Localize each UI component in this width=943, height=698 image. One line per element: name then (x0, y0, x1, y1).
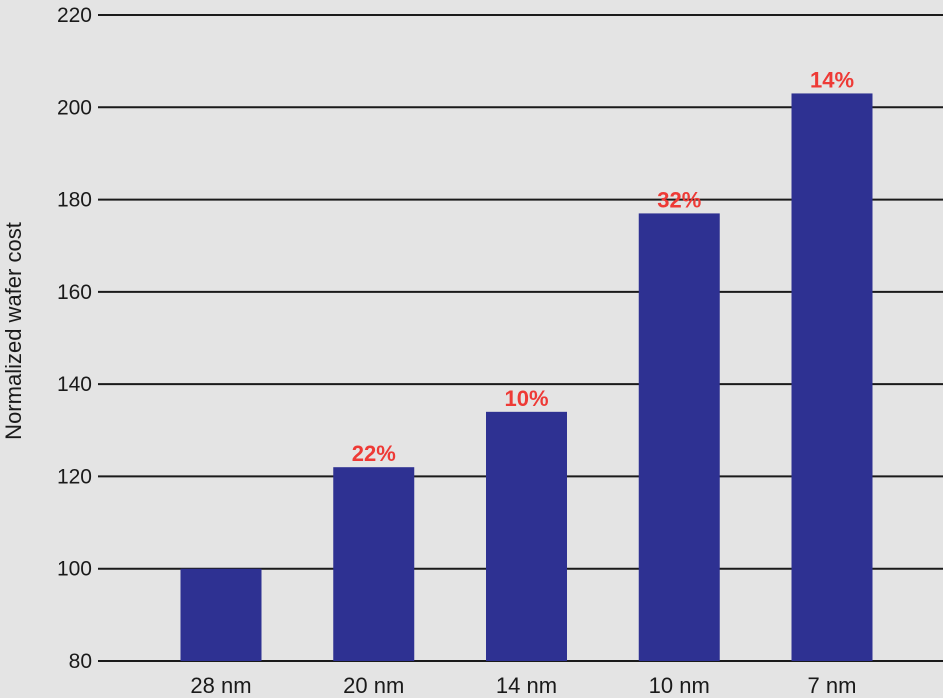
x-category-label: 7 nm (808, 673, 857, 698)
bar (180, 568, 262, 661)
bar (333, 467, 415, 661)
bar (486, 411, 567, 661)
bar-percent-label: 32% (657, 187, 701, 212)
y-tick-label: 220 (57, 4, 92, 27)
bars (180, 93, 873, 661)
x-category-label: 28 nm (190, 673, 251, 698)
bar-annotations: 22% 10% 32% 14% (352, 67, 854, 466)
bar-percent-label: 22% (352, 441, 396, 466)
bar (791, 93, 873, 661)
bar-percent-label: 10% (504, 386, 548, 411)
y-tick-label: 80 (69, 650, 92, 673)
y-tick-label: 180 (57, 189, 92, 212)
x-category-label: 20 nm (343, 673, 404, 698)
y-tick-label: 140 (57, 373, 92, 396)
bar-percent-label: 14% (810, 67, 854, 92)
y-axis-title: Normalized wafer cost (1, 222, 26, 440)
x-category-label: 14 nm (496, 673, 557, 698)
y-tick-label: 200 (57, 96, 92, 119)
y-axis-tick-labels: 80 100 120 140 160 180 200 220 (57, 4, 92, 673)
x-category-label: 10 nm (649, 673, 710, 698)
y-tick-label: 100 (57, 558, 92, 581)
x-axis-category-labels: 28 nm 20 nm 14 nm 10 nm 7 nm (190, 673, 856, 698)
y-tick-label: 120 (57, 465, 92, 488)
y-tick-label: 160 (57, 281, 92, 304)
bar (638, 213, 720, 661)
